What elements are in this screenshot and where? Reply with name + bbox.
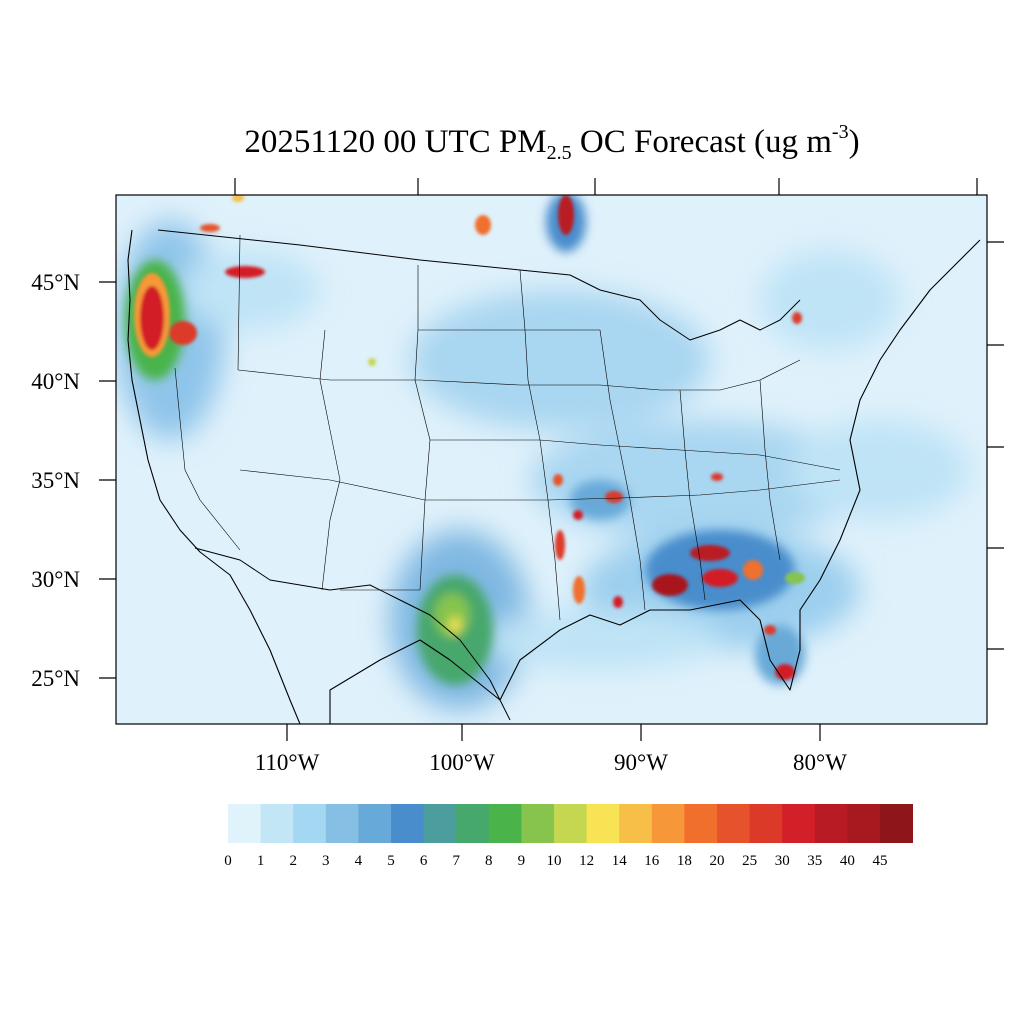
colorbar-swatch-1 (260, 804, 294, 843)
colorbar-label-17: 30 (775, 853, 790, 869)
colorbar-label-19: 40 (840, 853, 855, 869)
colorbar-label-16: 25 (742, 853, 757, 869)
colorbar-label-11: 12 (579, 853, 594, 869)
colorbar-label-2: 2 (289, 853, 297, 869)
colorbar-label-10: 10 (547, 853, 562, 869)
lon-label-110: 110°W (255, 750, 320, 775)
lon-label-90: 90°W (614, 750, 668, 775)
latitude-labels: 45°N 40°N 35°N 30°N 25°N (31, 270, 80, 691)
colorbar-label-3: 3 (322, 853, 330, 869)
colorbar-swatch-18 (814, 804, 848, 843)
colorbar-swatch-7 (456, 804, 490, 843)
west-coastline (127, 229, 301, 724)
state-lines (174, 234, 841, 621)
colorbar-swatch-3 (325, 804, 359, 843)
lon-label-80: 80°W (793, 750, 847, 775)
gulf-coastline (329, 239, 981, 724)
colorbar-label-8: 8 (485, 853, 493, 869)
colorbar-swatch-16 (749, 804, 783, 843)
colorbar-label-20: 45 (873, 853, 888, 869)
title-prefix: 20251120 00 UTC PM (244, 124, 547, 160)
colorbar-swatch-17 (782, 804, 816, 843)
title-subscript: 2.5 (546, 142, 572, 164)
colorbar-swatch-13 (651, 804, 685, 843)
colorbar-swatch-10 (554, 804, 587, 843)
colorbar-swatch-11 (586, 804, 620, 843)
colorbar-label-6: 6 (420, 853, 428, 869)
great-lakes-outline (599, 289, 801, 341)
colorbar-swatch-2 (293, 804, 327, 843)
colorbar-swatch-5 (391, 804, 424, 843)
colorbar-swatch-12 (619, 804, 653, 843)
colorbar-label-7: 7 (452, 853, 460, 869)
colorbar-swatch-14 (684, 804, 718, 843)
colorbar-label-14: 18 (677, 853, 692, 869)
colorbar-label-9: 9 (518, 853, 526, 869)
title-superscript: -3 (831, 121, 849, 143)
colorbar-swatch-15 (717, 804, 750, 843)
colorbar-label-18: 35 (807, 853, 822, 869)
colorbar (228, 804, 913, 843)
colorbar-swatch-6 (423, 804, 457, 843)
colorbar-label-15: 20 (710, 853, 725, 869)
boundary-lines (127, 229, 981, 724)
colorbar-label-13: 16 (644, 853, 660, 869)
lat-label-35: 35°N (31, 468, 80, 493)
concentration-field (116, 195, 970, 710)
map-title: 20251120 00 UTC PM2.5 OC Forecast (ug m-… (0, 121, 1024, 164)
colorbar-swatch-4 (358, 804, 392, 843)
map-frame (115, 194, 988, 725)
longitude-labels: 110°W 100°W 90°W 80°W (255, 750, 848, 775)
colorbar-swatch-19 (847, 804, 881, 843)
colorbar-label-5: 5 (387, 853, 395, 869)
colorbar-swatch-20 (880, 804, 913, 843)
title-suffix: ) (848, 124, 860, 160)
lat-label-40: 40°N (31, 369, 80, 394)
colorbar-swatch-8 (488, 804, 522, 843)
axis-ticks (99, 178, 1004, 741)
colorbar-labels: 0 1 2 3 4 5 6 7 8 9 10 12 14 16 18 20 25 30 35 40 45 (224, 853, 887, 869)
colorbar-label-0: 0 (224, 853, 232, 869)
title-middle: OC Forecast (ug m (571, 124, 832, 160)
lat-label-25: 25°N (31, 666, 80, 691)
lat-label-30: 30°N (31, 567, 80, 592)
canada-border (157, 229, 601, 291)
colorbar-swatch-9 (521, 804, 555, 843)
colorbar-label-4: 4 (355, 853, 363, 869)
mexico-border (194, 547, 511, 721)
lon-label-100: 100°W (429, 750, 495, 775)
lat-label-45: 45°N (31, 270, 80, 295)
colorbar-swatch-0 (228, 804, 261, 843)
colorbar-label-12: 14 (612, 853, 628, 869)
colorbar-label-1: 1 (257, 853, 265, 869)
